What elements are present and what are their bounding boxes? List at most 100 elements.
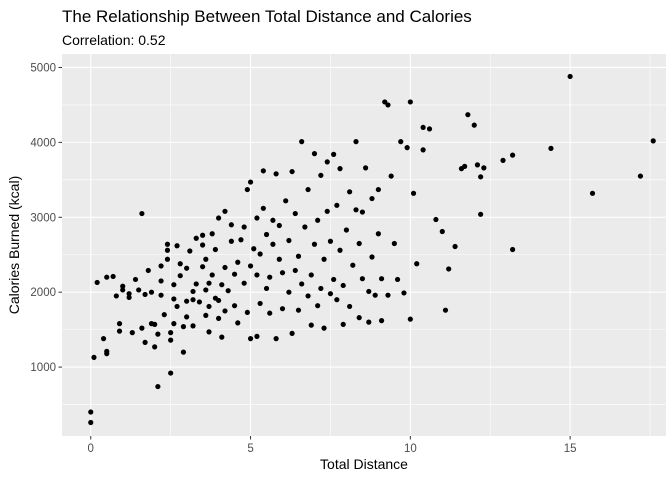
data-point	[347, 189, 353, 195]
data-point	[407, 99, 413, 105]
data-point	[184, 298, 190, 304]
data-point	[193, 235, 199, 241]
data-point	[359, 276, 366, 282]
x-tick-labels: 0 5 10 15	[88, 436, 577, 455]
data-point	[292, 210, 298, 217]
data-point	[375, 186, 381, 193]
data-point	[279, 270, 286, 276]
data-point	[471, 122, 477, 128]
data-point	[308, 322, 314, 328]
data-point	[315, 303, 321, 309]
y-tick-labels: 1000 2000 3000 4000 5000	[30, 62, 62, 374]
data-point	[241, 280, 247, 286]
data-point	[283, 198, 289, 204]
data-point	[254, 215, 260, 221]
data-point	[276, 222, 282, 229]
data-point	[324, 159, 330, 165]
data-point	[158, 278, 164, 284]
data-point	[116, 321, 123, 327]
data-point	[347, 303, 353, 310]
data-point	[222, 208, 228, 214]
data-point	[350, 262, 356, 268]
data-point	[231, 303, 238, 309]
data-point	[478, 211, 484, 217]
data-point	[206, 280, 212, 286]
y-tick-label: 3000	[30, 212, 56, 224]
data-point	[257, 251, 263, 257]
data-point	[247, 336, 254, 342]
chart-title: The Relationship Between Total Distance …	[62, 7, 472, 26]
data-point	[510, 152, 516, 158]
data-point	[359, 209, 366, 215]
data-point	[190, 297, 196, 303]
data-point	[404, 145, 410, 151]
data-point	[321, 325, 327, 331]
data-point	[308, 272, 314, 278]
data-point	[190, 323, 196, 329]
data-point	[148, 289, 155, 295]
data-point	[152, 321, 158, 327]
y-tick-label: 1000	[30, 362, 56, 374]
data-point	[88, 409, 94, 415]
data-point	[215, 297, 222, 304]
y-tick-label: 4000	[30, 137, 56, 149]
data-point	[142, 291, 148, 298]
data-point	[321, 256, 327, 262]
data-point	[222, 308, 228, 314]
data-point	[305, 186, 311, 193]
data-point	[238, 237, 244, 243]
data-point	[200, 242, 206, 248]
data-point	[331, 151, 337, 157]
data-point	[327, 291, 334, 297]
data-point	[200, 264, 206, 270]
data-point	[462, 163, 468, 169]
data-point	[340, 321, 346, 327]
data-point	[215, 315, 222, 322]
data-point	[270, 217, 276, 223]
data-point	[120, 287, 126, 293]
data-point	[145, 267, 151, 274]
data-point	[113, 293, 119, 299]
data-point	[353, 139, 359, 145]
data-point	[222, 264, 228, 271]
data-point	[228, 238, 234, 244]
data-point	[260, 205, 266, 211]
y-axis-label: Calories Burned (kcal)	[6, 176, 22, 315]
data-point	[136, 287, 142, 293]
data-point	[171, 296, 177, 302]
data-point	[366, 288, 372, 295]
data-point	[500, 157, 506, 163]
data-point	[286, 237, 292, 244]
data-point	[247, 179, 254, 185]
data-point	[158, 292, 164, 298]
x-tick-label: 10	[404, 443, 417, 455]
data-point	[120, 283, 126, 289]
data-point	[295, 253, 302, 259]
data-point	[369, 254, 375, 260]
x-tick-label: 0	[88, 443, 94, 455]
data-point	[474, 162, 481, 168]
data-point	[267, 274, 273, 280]
data-point	[324, 208, 330, 214]
data-point	[273, 171, 279, 177]
data-point	[139, 210, 145, 217]
data-point	[110, 273, 116, 280]
data-point	[180, 349, 187, 355]
data-point	[193, 281, 199, 287]
data-point	[270, 241, 276, 247]
data-point	[452, 243, 458, 250]
data-point	[356, 240, 362, 247]
data-point	[235, 259, 241, 265]
data-point	[305, 293, 311, 299]
data-point	[200, 232, 206, 238]
data-point	[212, 246, 218, 253]
data-point	[315, 217, 321, 223]
data-point	[187, 248, 193, 254]
data-point	[334, 297, 340, 303]
data-point	[420, 147, 426, 153]
data-point	[311, 151, 318, 157]
data-point	[235, 320, 241, 326]
data-point	[311, 241, 318, 247]
data-point	[132, 276, 139, 283]
